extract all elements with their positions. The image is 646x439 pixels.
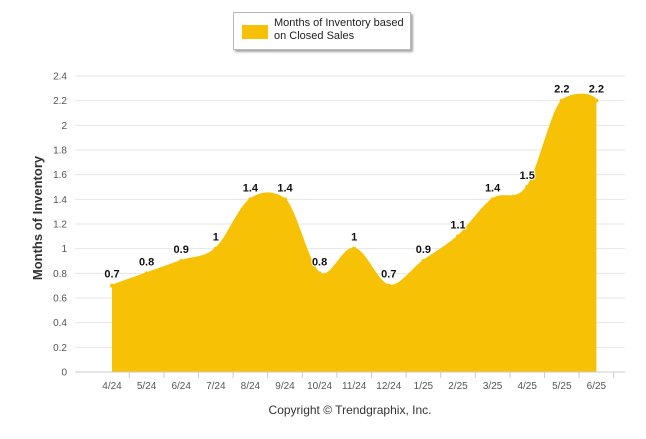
- data-point: [317, 271, 322, 276]
- data-label: 1.4: [243, 182, 259, 194]
- data-labels: 0.7 0.8 0.9 1 1.4 1.4 0.8 1 0.7 0.9 1.1 1.4 1.5 2.2 2.…: [103, 83, 605, 288]
- y-tick-label: 0.2: [53, 343, 67, 354]
- x-tick-label: 12/24: [376, 381, 401, 392]
- legend: Months of Inventory based on Closed Sale…: [233, 12, 411, 50]
- x-tick-label: 5/25: [552, 381, 572, 392]
- x-tick-label: 6/25: [587, 381, 607, 392]
- y-tick-label: 0.4: [53, 318, 67, 329]
- data-label: 1: [213, 232, 219, 244]
- x-tick-label: 11/24: [342, 381, 367, 392]
- data-label: 0.9: [174, 244, 189, 256]
- y-tick-label: 0: [61, 368, 67, 379]
- data-label: 0.7: [381, 269, 396, 281]
- data-point: [421, 259, 426, 263]
- x-tick-label: 6/24: [171, 381, 191, 392]
- y-tick-label: 0.6: [53, 294, 67, 305]
- data-label: 0.7: [104, 269, 119, 281]
- data-point: [283, 197, 287, 202]
- data-point: [490, 197, 495, 202]
- data-point: [456, 234, 460, 239]
- y-tick-label: 1.4: [53, 195, 67, 206]
- data-point: [144, 271, 149, 276]
- data-label: 1: [351, 232, 357, 244]
- y-tick-label: 2.4: [53, 72, 67, 83]
- y-tick-label: 1.8: [53, 146, 67, 157]
- data-point: [213, 246, 218, 251]
- x-tick-label: 2/25: [448, 381, 468, 392]
- area-fill: [112, 94, 597, 373]
- data-label: 1.4: [277, 182, 293, 194]
- data-label: 1.1: [450, 219, 465, 231]
- x-tick-label: 9/24: [275, 381, 295, 392]
- data-label: 0.9: [416, 244, 431, 256]
- legend-swatch: [242, 25, 268, 39]
- data-label: 2.2: [554, 84, 569, 96]
- data-point: [179, 259, 184, 263]
- y-tick-label: 0.8: [53, 269, 67, 280]
- x-tick-label: 5/24: [137, 381, 157, 392]
- data-label: 1.5: [520, 170, 535, 182]
- x-tick-label: 10/24: [307, 381, 332, 392]
- data-point: [352, 246, 357, 251]
- copyright-text: Copyright © Trendgraphix, Inc.: [268, 403, 432, 417]
- y-tick-label: 2.2: [53, 96, 67, 107]
- x-tick-label: 4/24: [102, 381, 122, 392]
- data-label: 2.2: [589, 84, 604, 96]
- data-label: 0.8: [312, 256, 327, 268]
- x-tick-label: 4/25: [517, 381, 537, 392]
- data-point: [594, 98, 599, 103]
- data-label: 0.8: [139, 256, 154, 268]
- data-point: [525, 185, 530, 189]
- axes: 0 0.2 0.4 0.6 0.8 1 1.2 1.4 1.6 1.8 2 2.2 2.4 4/24 5/2…: [53, 72, 625, 392]
- legend-label: Months of Inventory based on Closed Sale…: [274, 17, 404, 42]
- x-tick-label: 3/25: [483, 381, 503, 392]
- y-tick-label: 2: [61, 121, 67, 132]
- y-tick-label: 1.6: [53, 170, 67, 181]
- data-point: [110, 283, 114, 288]
- x-tick-label: 1/25: [414, 381, 434, 392]
- data-label: 1.4: [485, 182, 501, 194]
- data-point: [559, 98, 564, 103]
- data-point: [386, 283, 391, 288]
- y-axis-title: Months of Inventory: [30, 155, 45, 280]
- data-point: [248, 197, 253, 202]
- x-tick-label: 8/24: [241, 381, 261, 392]
- y-tick-label: 1.2: [53, 220, 67, 231]
- x-tick-label: 7/24: [206, 381, 226, 392]
- y-tick-label: 1: [61, 244, 67, 255]
